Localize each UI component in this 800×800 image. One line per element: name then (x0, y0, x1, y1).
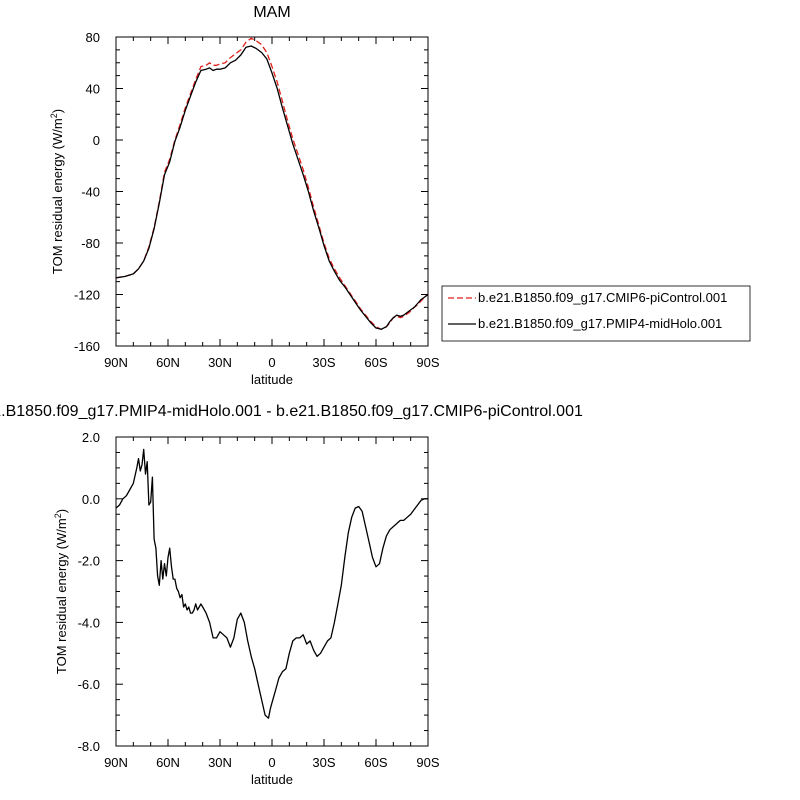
x-tick-label: 90N (104, 755, 128, 770)
legend-label-1: b.e21.B1850.f09_g17.PMIP4-midHolo.001 (478, 316, 722, 331)
legend: b.e21.B1850.f09_g17.CMIP6-piControl.001b… (441, 285, 751, 342)
series-line-1 (116, 45, 428, 330)
legend-label-0: b.e21.B1850.f09_g17.CMIP6-piControl.001 (478, 290, 727, 305)
x-tick-label: 60S (364, 755, 387, 770)
x-axis-label: latitude (251, 372, 293, 387)
y-tick-label: -6.0 (78, 677, 100, 692)
y-tick-label: 2.0 (82, 430, 100, 445)
y-tick-label: -40 (81, 185, 100, 200)
y-tick-label: -80 (81, 236, 100, 251)
y-axis-label-sup: 2 (49, 113, 59, 118)
x-tick-label: 90S (416, 755, 439, 770)
y-tick-label: -8.0 (78, 739, 100, 754)
bottom-panel: b.e21.B1850.f09_g17.PMIP4-midHolo.001 - … (0, 403, 583, 787)
x-tick-label: 0 (268, 755, 275, 770)
x-tick-label: 30S (312, 755, 335, 770)
x-tick-label: 0 (268, 355, 275, 370)
x-tick-label: 60N (156, 755, 180, 770)
series-line-0 (116, 448, 428, 719)
x-tick-label: 30S (312, 355, 335, 370)
y-axis-label: TOM residual energy (W/m2) (49, 109, 65, 274)
x-tick-label: 60S (364, 355, 387, 370)
y-tick-label: 0.0 (82, 492, 100, 507)
legend-box (441, 285, 751, 342)
x-axis-label: latitude (251, 772, 293, 787)
x-tick-label: 90N (104, 355, 128, 370)
chart-title: MAM (253, 4, 290, 21)
plot-frame (115, 436, 429, 747)
y-tick-label: -160 (74, 339, 100, 354)
y-tick-label: -4.0 (78, 615, 100, 630)
y-axis-label-main: TOM residual energy (W/m (50, 118, 65, 274)
x-tick-label: 30N (208, 355, 232, 370)
y-axis-label: TOM residual energy (W/m2) (53, 509, 69, 674)
y-tick-label: 0 (93, 133, 100, 148)
y-axis-label-main: TOM residual energy (W/m (54, 518, 69, 674)
plot-frame (115, 36, 429, 347)
y-axis-label-sup: 2 (53, 513, 63, 518)
chart-title: b.e21.B1850.f09_g17.PMIP4-midHolo.001 - … (0, 403, 583, 420)
x-tick-label: 30N (208, 755, 232, 770)
x-tick-label: 60N (156, 355, 180, 370)
top-panel: MAM 90N 60N 30N 0 30S 60S 90S 80 40 0 -40 -80 -120 -16… (49, 4, 751, 387)
y-tick-label: 80 (86, 30, 100, 45)
y-axis-label-tail: ) (54, 509, 69, 513)
y-tick-label: -120 (74, 288, 100, 303)
y-axis-label-tail: ) (50, 109, 65, 113)
y-tick-label: 40 (86, 82, 100, 97)
x-tick-label: 90S (416, 355, 439, 370)
y-tick-label: -2.0 (78, 554, 100, 569)
